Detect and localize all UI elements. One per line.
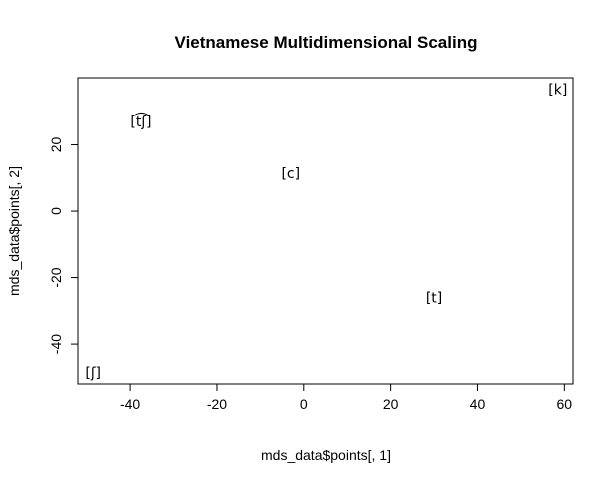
data-point-label: [k] bbox=[548, 83, 567, 99]
y-tick-label: 0 bbox=[48, 207, 64, 215]
x-tick-label: -40 bbox=[120, 396, 140, 412]
y-tick-label: 20 bbox=[48, 137, 64, 153]
y-axis: -40 -20 0 20 bbox=[48, 137, 79, 354]
y-axis-label: mds_data$points[, 2] bbox=[6, 166, 22, 296]
data-point-label: [c] bbox=[281, 166, 300, 182]
data-point-label: [t͡ʃ] bbox=[130, 113, 151, 130]
x-tick-label: -20 bbox=[207, 396, 227, 412]
x-tick-label: 20 bbox=[383, 396, 399, 412]
y-tick-label: -40 bbox=[48, 334, 64, 354]
data-points: [k] [t͡ʃ] [c] [t] [ʃ] bbox=[85, 83, 567, 382]
chart-title: Vietnamese Multidimensional Scaling bbox=[175, 33, 478, 52]
x-tick-label: 60 bbox=[557, 396, 573, 412]
data-point-label: [t] bbox=[426, 291, 442, 307]
x-tick-label: 40 bbox=[470, 396, 486, 412]
data-point-label: [ʃ] bbox=[85, 365, 101, 381]
x-axis: -40 -20 0 20 40 60 bbox=[120, 383, 573, 412]
x-axis-label: mds_data$points[, 1] bbox=[261, 447, 391, 463]
plot-area-frame bbox=[77, 77, 574, 385]
y-tick-label: -20 bbox=[48, 267, 64, 287]
x-tick-label: 0 bbox=[300, 396, 308, 412]
